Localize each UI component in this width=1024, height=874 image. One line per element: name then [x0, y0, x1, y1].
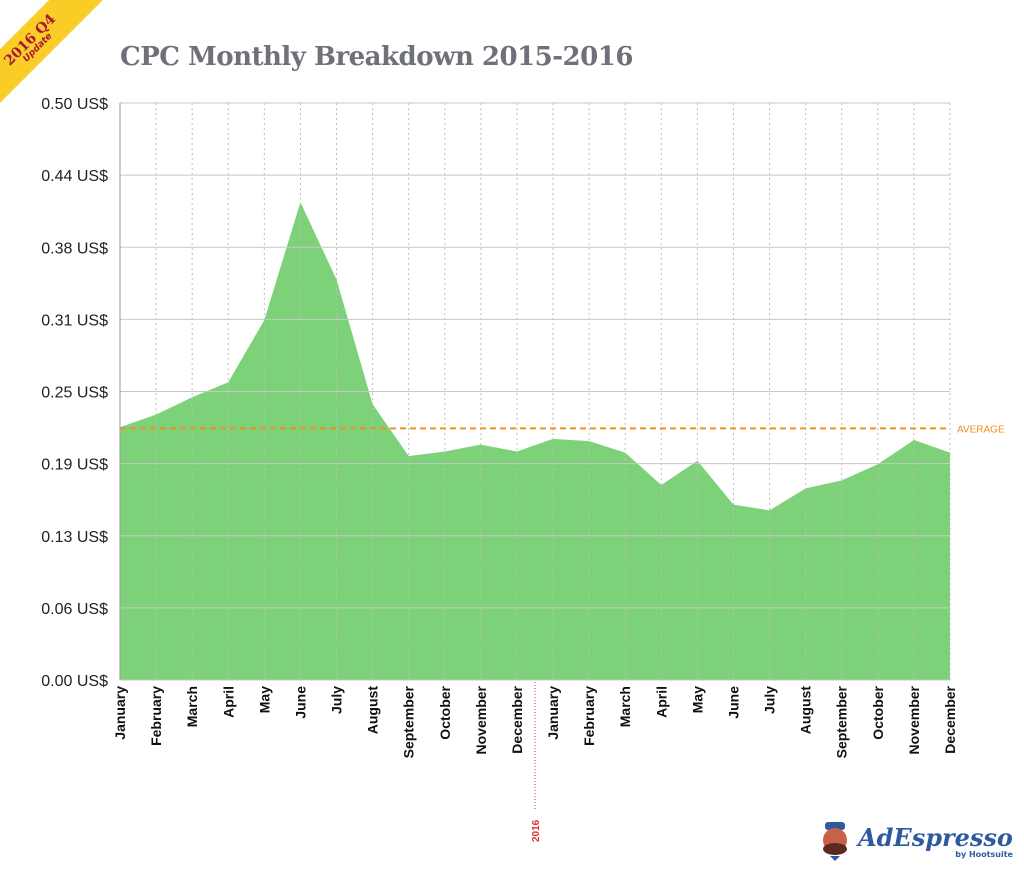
average-label: AVERAGE [957, 424, 1005, 435]
x-tick-label: October [437, 685, 453, 739]
x-tick-label: February [148, 686, 164, 746]
x-tick-label: February [581, 686, 597, 746]
x-tick-label: May [256, 686, 272, 713]
x-tick-label: September [401, 685, 417, 758]
x-tick-label: November [906, 685, 922, 754]
y-tick-label: 0.25 US$ [41, 385, 108, 402]
area-series [120, 202, 950, 680]
x-tick-label: March [184, 686, 200, 727]
x-tick-label: May [689, 686, 705, 713]
x-tick-label: April [220, 686, 236, 718]
x-tick-label: November [473, 685, 489, 754]
y-tick-label: 0.31 US$ [41, 312, 108, 329]
y-tick-label: 0.44 US$ [41, 168, 108, 185]
chart-title: CPC Monthly Breakdown 2015-2016 [120, 42, 633, 72]
logo-sub: by Hootsuite [955, 849, 1013, 859]
y-tick-label: 0.38 US$ [41, 240, 108, 257]
x-tick-label: January [112, 686, 128, 740]
adespresso-logo: AdEspresso by Hootsuite [818, 822, 1013, 862]
x-tick-label: December [509, 685, 525, 753]
x-tick-label: August [798, 686, 814, 735]
y-tick-label: 0.19 US$ [41, 457, 108, 474]
x-tick-label: March [617, 686, 633, 727]
year-marker-label: 2016 [531, 819, 542, 842]
mascot-icon [818, 822, 852, 862]
x-tick-label: October [870, 685, 886, 739]
x-tick-label: July [329, 686, 345, 714]
x-tick-label: June [725, 686, 741, 719]
x-tick-label: January [545, 686, 561, 740]
x-tick-label: June [292, 686, 308, 719]
x-tick-label: April [653, 686, 669, 718]
x-tick-label: September [834, 685, 850, 758]
x-tick-label: July [762, 686, 778, 714]
x-tick-label: December [942, 685, 958, 753]
y-tick-label: 0.50 US$ [41, 96, 108, 113]
logo-brand: AdEspresso [858, 822, 1013, 852]
x-tick-label: August [365, 686, 381, 735]
y-tick-label: 0.13 US$ [41, 529, 108, 546]
y-tick-label: 0.00 US$ [41, 673, 108, 690]
y-tick-label: 0.06 US$ [41, 601, 108, 618]
